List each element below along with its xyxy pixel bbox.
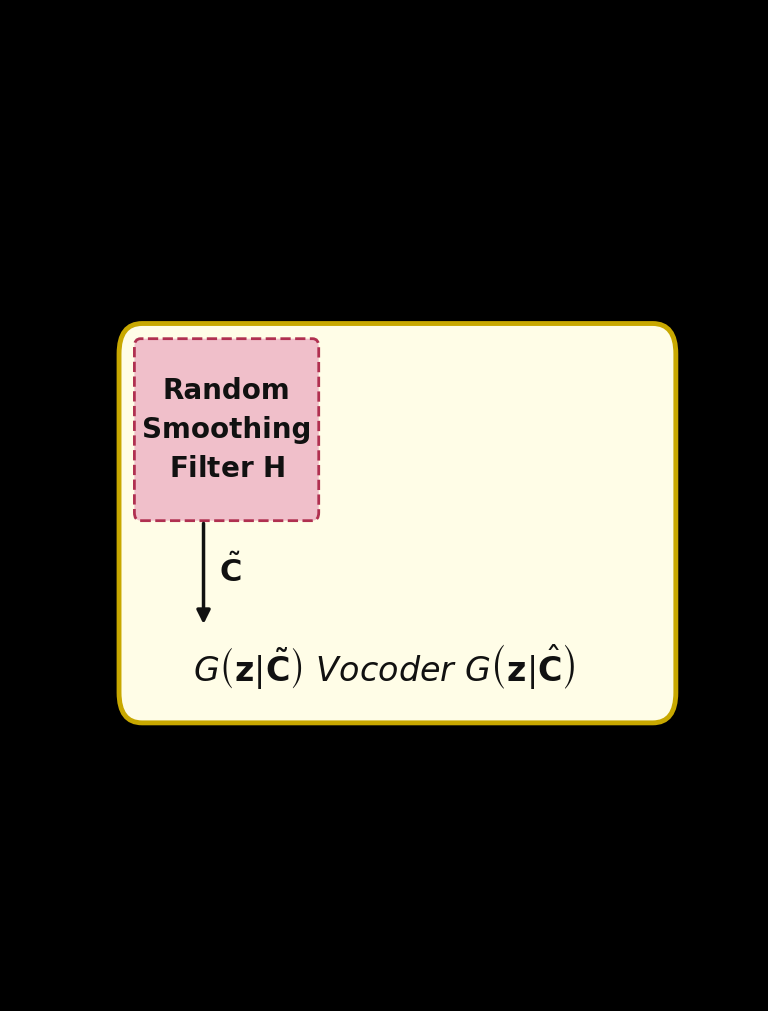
FancyBboxPatch shape <box>134 339 319 521</box>
Text: $\tilde{\mathbf{C}}$: $\tilde{\mathbf{C}}$ <box>219 554 241 588</box>
FancyBboxPatch shape <box>119 324 676 723</box>
Text: Random
Smoothing
Filter $\mathbf{H}$: Random Smoothing Filter $\mathbf{H}$ <box>142 377 311 482</box>
Text: $G\left(\mathbf{z}|\tilde{\mathbf{C}}\right)$ Vocoder $G\left(\mathbf{z}|\hat{\m: $G\left(\mathbf{z}|\tilde{\mathbf{C}}\ri… <box>193 643 575 692</box>
